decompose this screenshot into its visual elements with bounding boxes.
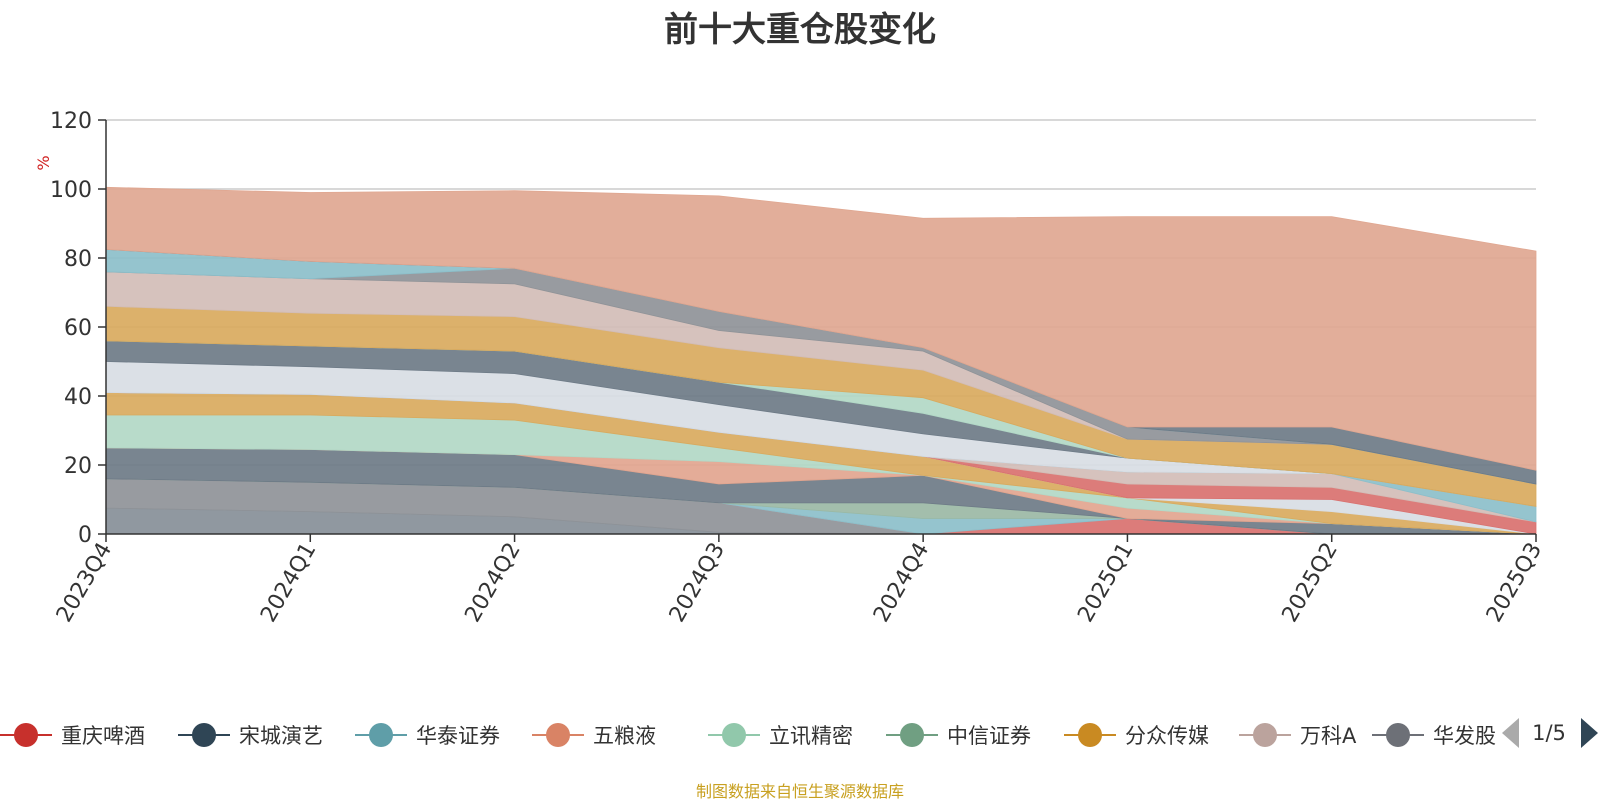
legend-item[interactable]: 重庆啤酒 xyxy=(0,723,145,748)
legend-marker-icon xyxy=(1386,723,1410,747)
legend-next-icon[interactable] xyxy=(1581,718,1598,748)
legend-prev-icon[interactable] xyxy=(1502,718,1519,748)
legend-label: 立讯精密 xyxy=(769,724,853,748)
y-tick-label: 80 xyxy=(64,247,92,272)
legend-label: 华发股 xyxy=(1433,724,1496,748)
y-tick-label: 0 xyxy=(78,523,92,548)
y-tick-label: 100 xyxy=(50,178,92,203)
legend-label: 万科A xyxy=(1300,724,1357,748)
x-tick-label: 2023Q4 xyxy=(52,539,117,627)
y-axis-unit-label: % xyxy=(34,155,53,170)
legend-item[interactable]: 华发股 xyxy=(1372,723,1496,748)
legend-marker-icon xyxy=(1253,723,1277,747)
legend-item[interactable]: 万科A xyxy=(1239,723,1357,748)
legend-marker-icon xyxy=(369,723,393,747)
x-tick-label: 2025Q3 xyxy=(1482,539,1547,627)
y-tick-label: 20 xyxy=(64,454,92,479)
area-series-22: 上海银行 xyxy=(105,186,1537,471)
x-tick-label: 2024Q3 xyxy=(665,539,730,627)
legend-marker-icon xyxy=(722,723,746,747)
legend-label: 重庆啤酒 xyxy=(61,724,145,748)
y-tick-label: 120 xyxy=(50,109,92,134)
legend-item[interactable]: 华泰证券 xyxy=(355,723,500,748)
source-note: 制图数据来自恒生聚源数据库 xyxy=(695,782,904,801)
legend-marker-icon xyxy=(1078,723,1102,747)
legend-item[interactable]: 五粮液 xyxy=(532,723,656,748)
legend-marker-icon xyxy=(192,723,216,747)
legend-pager: 1/5 xyxy=(1500,716,1600,756)
x-tick-label: 2024Q1 xyxy=(256,539,321,627)
legend-label: 中信证券 xyxy=(947,724,1031,748)
legend-label: 分众传媒 xyxy=(1125,724,1209,748)
legend-label: 华泰证券 xyxy=(416,724,500,748)
legend-marker-icon xyxy=(546,723,570,747)
legend-page-indicator: 1/5 xyxy=(1532,721,1566,745)
y-tick-label: 40 xyxy=(64,385,92,410)
legend-item[interactable]: 分众传媒 xyxy=(1064,723,1209,748)
x-tick-label: 2024Q4 xyxy=(869,539,934,627)
legend-item[interactable]: 中信证券 xyxy=(886,723,1031,748)
chart-title: 前十大重仓股变化 xyxy=(664,10,936,50)
legend-item[interactable]: 宋城演艺 xyxy=(178,723,323,748)
legend-label: 宋城演艺 xyxy=(239,724,323,748)
y-tick-label: 60 xyxy=(64,316,92,341)
legend-label: 五粮液 xyxy=(593,724,656,748)
legend-marker-icon xyxy=(14,723,38,747)
x-tick-label: 2025Q1 xyxy=(1073,539,1138,627)
x-tick-label: 2024Q2 xyxy=(460,539,525,627)
legend-marker-icon xyxy=(900,723,924,747)
x-tick-label: 2025Q2 xyxy=(1278,539,1343,627)
legend: 重庆啤酒 宋城演艺 华泰证券 五粮液 立讯精密 中信证券 分众传媒 万科A 华发股 xyxy=(0,723,1496,748)
stacked-areas: 保利发展华发股份重庆啤酒华泰证券中信证券宋城演艺五粮液立讯精密分众传媒招商银行重… xyxy=(105,186,1537,535)
legend-item[interactable]: 立讯精密 xyxy=(708,723,853,748)
